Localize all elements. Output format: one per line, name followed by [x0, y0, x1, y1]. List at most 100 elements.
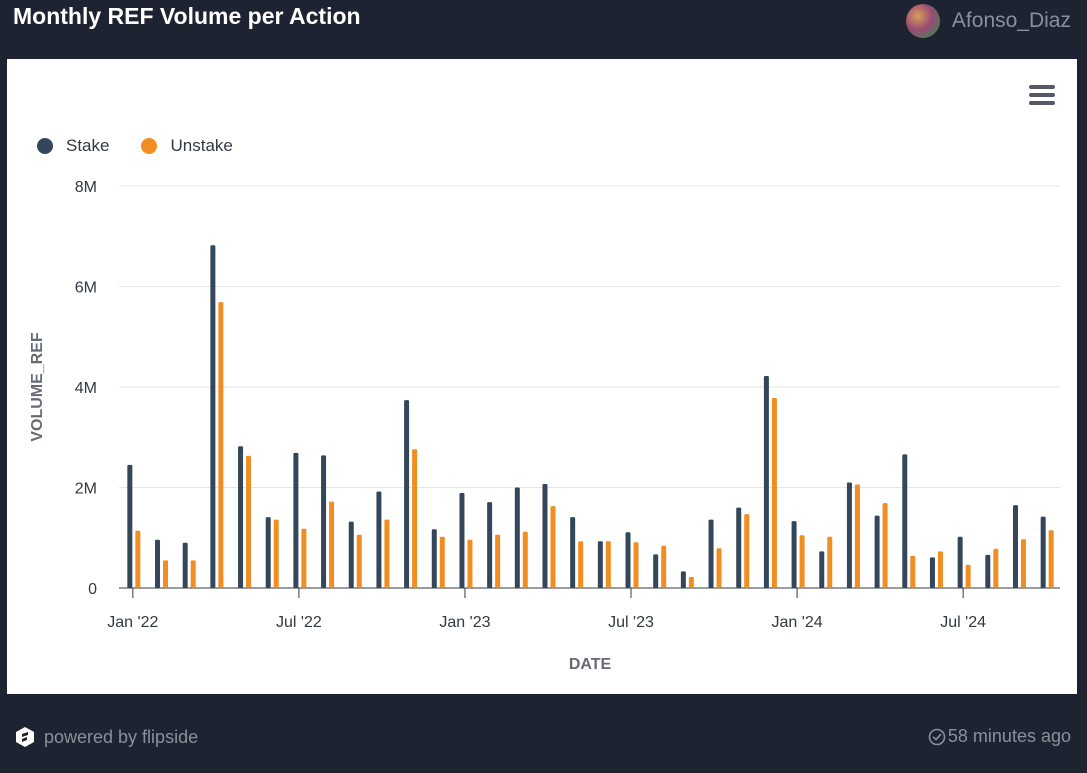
bar-unstake	[605, 541, 611, 588]
bar-unstake	[163, 560, 169, 588]
bar-stake	[459, 493, 465, 588]
bar-unstake	[190, 560, 196, 588]
bar-stake	[846, 482, 852, 588]
bar-unstake	[771, 398, 777, 588]
y-tick-label: 8M	[75, 179, 97, 196]
bar-unstake	[384, 519, 390, 588]
bar-stake	[985, 554, 991, 588]
bar-stake	[487, 502, 493, 588]
y-tick-label: 0	[88, 581, 97, 598]
bar-stake	[514, 487, 520, 588]
y-tick-label: 2M	[75, 481, 97, 498]
menu-icon-line	[1029, 85, 1055, 89]
legend-item-stake[interactable]: Stake	[37, 136, 109, 156]
y-tick-label: 4M	[75, 380, 97, 397]
x-tick-label: Jan '24	[772, 614, 823, 631]
bar-stake	[155, 539, 161, 588]
legend-label-unstake: Unstake	[170, 136, 233, 155]
chart-menu-button[interactable]	[1029, 85, 1055, 107]
bar-stake	[708, 519, 714, 588]
chart-legend: Stake Unstake	[37, 136, 265, 156]
legend-label-stake: Stake	[66, 136, 110, 155]
bar-stake	[957, 536, 963, 588]
check-circle-icon	[928, 728, 946, 745]
x-tick-label: Jul '22	[276, 614, 322, 631]
bar-unstake	[910, 555, 916, 588]
x-tick-label: Jan '23	[439, 614, 490, 631]
bar-unstake	[882, 503, 888, 588]
bar-unstake	[412, 449, 418, 588]
bar-unstake	[661, 545, 667, 588]
flipside-logo-icon	[16, 727, 34, 747]
bar-stake	[321, 455, 327, 588]
user-name[interactable]: Afonso_Diaz	[951, 9, 1071, 32]
bar-stake	[210, 245, 216, 589]
bar-unstake	[965, 564, 971, 588]
bar-unstake	[273, 519, 279, 588]
bar-unstake	[356, 534, 362, 588]
bar-stake	[625, 532, 631, 588]
legend-item-unstake[interactable]: Unstake	[141, 136, 233, 156]
x-tick-label: Jul '24	[940, 614, 986, 631]
bar-stake	[736, 507, 742, 588]
menu-icon-line	[1029, 93, 1055, 97]
bar-unstake	[827, 536, 833, 588]
bar-unstake	[688, 576, 694, 588]
legend-marker-stake	[37, 138, 53, 154]
bar-unstake	[716, 548, 722, 588]
bar-chart: 0 2M 4M 6M 8M Jan '22 Jul '22 Jan '23 Jul '23 Jan…	[29, 179, 1060, 673]
footer-updated: 58 minutes ago	[928, 726, 1071, 747]
bar-unstake	[633, 542, 639, 588]
bar-unstake	[467, 539, 473, 588]
bar-unstake	[993, 548, 999, 588]
footer-powered-by[interactable]: powered by flipside	[14, 726, 198, 748]
bar-unstake	[937, 551, 943, 588]
bar-stake	[819, 551, 825, 588]
bar-stake	[265, 517, 271, 588]
bar-unstake	[218, 302, 224, 588]
bar-stake	[570, 517, 576, 588]
avatar[interactable]	[905, 4, 940, 38]
bar-stake	[902, 454, 908, 588]
x-axis-title: DATE	[569, 656, 612, 673]
bar-unstake	[439, 536, 445, 588]
bar-stake	[653, 554, 659, 588]
bar-stake	[182, 542, 188, 588]
bar-unstake	[301, 528, 307, 588]
bar-stake	[404, 400, 410, 588]
bar-unstake	[1020, 539, 1026, 588]
bar-stake	[1040, 516, 1046, 588]
bar-stake	[542, 483, 548, 588]
bar-unstake	[522, 531, 528, 588]
bar-unstake	[854, 484, 860, 588]
bar-stake	[348, 521, 354, 588]
bar-unstake	[578, 541, 584, 588]
bar-stake	[238, 446, 244, 588]
menu-icon-line	[1029, 101, 1055, 105]
chart-panel: 0 2M 4M 6M 8M Jan '22 Jul '22 Jan '23 Jul '23 Jan…	[7, 59, 1077, 694]
powered-by-text: powered by flipside	[44, 726, 199, 747]
user-profile[interactable]: Afonso_Diaz	[905, 4, 1071, 38]
bar-stake	[763, 375, 769, 588]
y-axis-title: VOLUME_REF	[29, 332, 46, 442]
updated-time: 58 minutes ago	[947, 726, 1071, 746]
bar-stake	[127, 464, 133, 588]
header: Monthly REF Volume per Action Afonso_Dia…	[0, 0, 1087, 58]
bar-unstake	[1048, 530, 1054, 588]
bar-stake	[293, 452, 299, 588]
x-tick-label: Jan '22	[107, 614, 158, 631]
bar-stake	[791, 521, 797, 588]
bar-unstake	[799, 535, 805, 588]
legend-marker-unstake	[141, 138, 158, 154]
bar-unstake	[329, 501, 335, 588]
page-title: Monthly REF Volume per Action	[13, 3, 361, 29]
bar-unstake	[744, 514, 750, 588]
bar-stake	[929, 557, 935, 588]
bar-stake	[431, 529, 437, 588]
bar-unstake	[135, 530, 141, 588]
bar-unstake	[495, 534, 501, 588]
y-tick-label: 6M	[75, 280, 97, 297]
bar-stake	[680, 571, 686, 588]
x-tick-label: Jul '23	[608, 614, 654, 631]
bar-stake	[597, 541, 603, 588]
